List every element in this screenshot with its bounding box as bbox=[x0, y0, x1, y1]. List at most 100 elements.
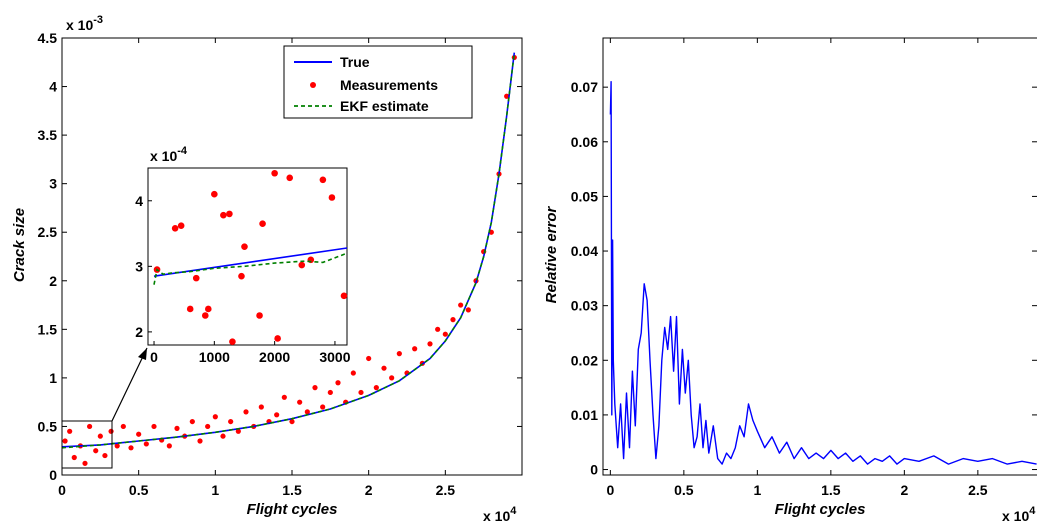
left-measurement-point bbox=[320, 404, 326, 410]
right-x-multiplier-base: x 10 bbox=[1002, 508, 1029, 524]
left-measurement-point bbox=[274, 412, 280, 418]
legend-measurements-label: Measurements bbox=[340, 77, 438, 93]
inset-x-tick-label: 0 bbox=[150, 349, 158, 365]
right-x-tick-label: 1.5 bbox=[821, 482, 841, 498]
left-y-tick-label: 1.5 bbox=[38, 321, 58, 337]
right-x-tick-label: 2.5 bbox=[968, 482, 988, 498]
left-measurement-point bbox=[235, 428, 241, 434]
left-measurement-point bbox=[212, 414, 218, 420]
left-measurement-point bbox=[93, 448, 99, 454]
legend-ekf-label: EKF estimate bbox=[340, 98, 429, 114]
zoom-region-box bbox=[61, 420, 113, 469]
inset-measurement-point bbox=[226, 210, 233, 218]
left-measurement-point bbox=[450, 317, 456, 323]
left-measurement-point bbox=[465, 307, 471, 313]
legend: True Measurements EKF estimate bbox=[283, 45, 473, 119]
left-y-multiplier-base: x 10 bbox=[66, 17, 93, 33]
legend-measurements-swatch bbox=[310, 82, 316, 88]
inset-measurement-point bbox=[211, 190, 218, 198]
inset-frame bbox=[147, 167, 348, 346]
left-measurement-point bbox=[289, 418, 295, 425]
left-measurement-point bbox=[312, 385, 318, 391]
inset-measurement-point bbox=[298, 261, 306, 269]
left-measurement-point bbox=[174, 425, 180, 431]
inset-plot: 0 1000 2000 3000 2 3 4 x 10-4 bbox=[135, 145, 351, 365]
inset-y-ticks: 2 3 4 bbox=[135, 193, 152, 340]
right-error-line bbox=[609, 80, 1037, 465]
left-measurement-point bbox=[71, 454, 77, 461]
right-plot-frame bbox=[602, 37, 1037, 476]
inset-measurement-point bbox=[201, 312, 209, 319]
left-measurement-point bbox=[243, 409, 249, 415]
right-y-tick-label: 0 bbox=[590, 462, 598, 478]
left-y-tick-label: 0 bbox=[49, 467, 57, 483]
left-measurement-point bbox=[412, 346, 418, 352]
left-measurement-point bbox=[166, 443, 172, 449]
legend-true-label: True bbox=[340, 54, 370, 70]
left-measurement-point bbox=[128, 445, 134, 451]
inset-measurement-point bbox=[205, 305, 212, 313]
left-y-tick-label: 4.5 bbox=[38, 30, 58, 46]
inset-measurement-point bbox=[256, 312, 263, 319]
right-series bbox=[609, 80, 1037, 465]
left-measurement-point bbox=[389, 375, 395, 381]
left-measurement-point bbox=[442, 331, 448, 337]
left-measurement-point bbox=[297, 399, 303, 405]
left-y-tick-label: 0.5 bbox=[38, 418, 58, 434]
left-measurement-point bbox=[504, 93, 510, 99]
right-y-tick-label: 0.02 bbox=[571, 352, 598, 368]
left-y-tick-label: 3.5 bbox=[38, 127, 58, 143]
inset-ekf-line bbox=[153, 252, 348, 285]
left-x-tick-label: 2 bbox=[365, 482, 373, 498]
left-y-multiplier-exponent: -3 bbox=[93, 14, 103, 26]
left-y-tick-label: 3 bbox=[49, 176, 57, 192]
right-x-tick-label: 2 bbox=[900, 482, 908, 498]
zoom-arrow-line bbox=[111, 347, 148, 422]
inset-measurement-point bbox=[238, 272, 245, 280]
inset-y-tick-label: 4 bbox=[135, 193, 143, 209]
inset-y-tick-label: 3 bbox=[135, 258, 143, 274]
inset-measurement-point bbox=[271, 169, 278, 177]
right-x-tick-label: 1 bbox=[753, 482, 761, 498]
right-x-tick-label: 0.5 bbox=[674, 482, 694, 498]
right-plot: 0 0.5 1 1.5 2 2.5 0 0.01 0.02 0.03 0.04 0.05 0.06 0.… bbox=[543, 37, 1037, 524]
inset-measurement-point bbox=[340, 292, 348, 300]
inset-measurement-point bbox=[177, 222, 185, 229]
right-x-multiplier: x 104 bbox=[1002, 505, 1036, 524]
left-measurement-point bbox=[197, 438, 203, 444]
left-measurement-point bbox=[427, 341, 433, 347]
left-measurement-point bbox=[108, 428, 114, 434]
inset-y-tick-label: 2 bbox=[135, 324, 143, 340]
left-series bbox=[61, 52, 517, 466]
left-measurement-point bbox=[205, 423, 211, 430]
inset-true-line bbox=[153, 247, 348, 277]
inset-measurement-point bbox=[328, 194, 336, 201]
inset-measurement-point bbox=[192, 274, 200, 282]
inset-x-tick-label: 2000 bbox=[259, 349, 290, 365]
left-x-tick-label: 1 bbox=[211, 482, 219, 498]
left-x-tick-label: 2.5 bbox=[436, 482, 456, 498]
inset-measurement-point bbox=[186, 305, 194, 313]
left-measurement-point bbox=[335, 380, 341, 386]
left-measurement-point bbox=[228, 418, 234, 425]
left-measurement-point bbox=[350, 370, 356, 376]
left-measurement-point bbox=[120, 423, 126, 430]
left-measurement-point bbox=[82, 460, 88, 466]
left-measurement-point bbox=[114, 443, 120, 449]
left-xlabel: Flight cycles bbox=[247, 501, 338, 518]
inset-measurement-point bbox=[319, 176, 327, 184]
left-y-tick-label: 2 bbox=[49, 273, 57, 289]
left-measurement-point bbox=[381, 365, 387, 371]
right-y-tick-label: 0.01 bbox=[571, 407, 598, 423]
left-x-multiplier-exponent: 4 bbox=[510, 505, 517, 517]
left-measurement-point bbox=[136, 431, 142, 437]
left-measurement-point bbox=[62, 438, 68, 444]
left-measurement-point bbox=[143, 441, 149, 447]
right-x-multiplier-exponent: 4 bbox=[1029, 505, 1036, 517]
left-measurement-point bbox=[373, 385, 379, 391]
left-x-multiplier: x 104 bbox=[483, 505, 517, 524]
inset-measurement-point bbox=[241, 243, 248, 250]
left-measurement-point bbox=[458, 302, 464, 308]
left-x-tick-label: 1.5 bbox=[282, 482, 302, 498]
